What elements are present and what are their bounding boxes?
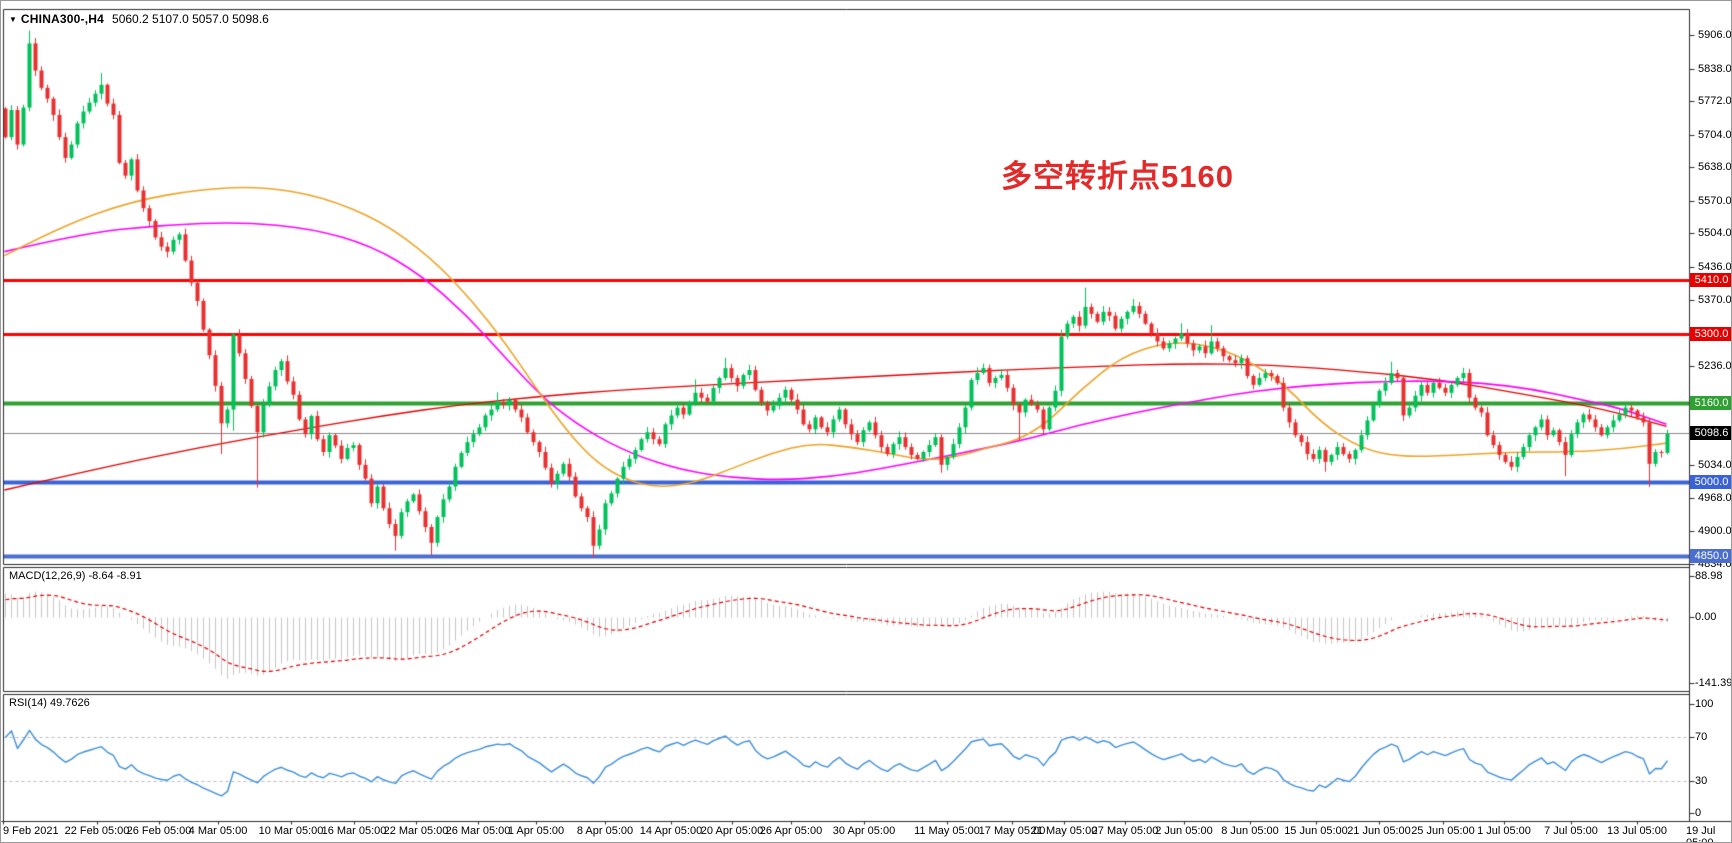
price-tick-label: 5370.0: [1698, 293, 1732, 306]
macd-values: -8.64 -8.91: [88, 570, 142, 582]
time-tick-label: 20 Apr 05:00: [700, 825, 764, 837]
chevron-down-icon[interactable]: ▼: [9, 15, 17, 24]
symbol-name: CHINA300-,H4: [20, 12, 105, 26]
time-tick-label: 26 Feb 05:00: [126, 825, 192, 837]
time-tick-label: 21 May 05:00: [1030, 825, 1098, 837]
indicator-tick-label: 0.00: [1695, 611, 1717, 623]
price-tick-label: 5436.0: [1698, 260, 1732, 273]
time-tick-label: 7 Jul 05:00: [1544, 825, 1598, 837]
time-tick-label: 17 May 05:00: [978, 825, 1046, 837]
indicator-tick-label: 0: [1695, 807, 1702, 819]
time-tick-label: 27 May 05:00: [1091, 825, 1159, 837]
price-tick-label: 5906.0: [1698, 29, 1732, 41]
rsi-indicator-label: RSI(14) 49.7626: [9, 697, 90, 709]
price-tick-label: 5772.0: [1698, 95, 1732, 108]
time-tick-label: 26 Mar 05:00: [445, 825, 511, 837]
price-tick-label: 5236.0: [1698, 359, 1732, 372]
indicator-tick-label: -141.39: [1695, 677, 1732, 689]
price-tick-label: 5570.0: [1698, 194, 1732, 207]
time-tick-label: 1 Jul 05:00: [1477, 825, 1531, 837]
ohlc-values: 5060.2 5107.0 5057.0 5098.6: [112, 12, 269, 26]
time-tick-label: 26 Apr 05:00: [759, 825, 823, 837]
price-level-badge[interactable]: 5410.0: [1690, 272, 1731, 287]
time-tick-label: 13 Jul 05:00: [1607, 825, 1667, 837]
price-tick-label: 5034.0: [1698, 459, 1732, 472]
price-tick-label: 5504.0: [1698, 227, 1732, 240]
time-tick-label: 25 Jun 05:00: [1411, 825, 1475, 837]
time-tick-label: 19 Jul 05:00: [1686, 825, 1716, 843]
price-tick-label: 4900.0: [1698, 525, 1732, 538]
indicator-tick-label: 70: [1695, 731, 1708, 743]
macd-indicator-label: MACD(12,26,9) -8.64 -8.91: [9, 570, 142, 582]
time-tick-label: 21 Jun 05:00: [1347, 825, 1411, 837]
time-tick-label: 4 Mar 05:00: [188, 825, 248, 837]
price-level-badge[interactable]: 5160.0: [1690, 396, 1731, 411]
price-level-badge[interactable]: 5098.6: [1690, 426, 1731, 441]
time-tick-label: 14 Apr 05:00: [639, 825, 703, 837]
price-tick-label: 4968.0: [1698, 491, 1732, 504]
time-tick-label: 1 Apr 05:00: [507, 825, 565, 837]
rsi-value: 49.7626: [49, 697, 90, 709]
indicator-tick-label: 100: [1695, 698, 1714, 710]
indicator-tick-label: 88.98: [1695, 570, 1723, 582]
price-level-badge[interactable]: 5000.0: [1690, 475, 1731, 490]
time-tick-label: 11 May 05:00: [914, 825, 980, 837]
indicator-tick-label: 30: [1695, 775, 1708, 787]
time-tick-label: 8 Apr 05:00: [576, 825, 634, 837]
time-tick-label: 16 Mar 05:00: [321, 825, 387, 837]
time-tick-label: 8 Jun 05:00: [1221, 825, 1279, 837]
time-tick-label: 30 Apr 05:00: [832, 825, 896, 837]
time-tick-label: 22 Mar 05:00: [383, 825, 449, 837]
time-tick-label: 9 Feb 2021: [3, 825, 59, 837]
price-level-badge[interactable]: 5300.0: [1690, 327, 1731, 342]
chart-annotation-text[interactable]: 多空转折点5160: [1001, 159, 1234, 194]
time-tick-label: 15 Jun 05:00: [1284, 825, 1348, 837]
time-tick-label: 22 Feb 05:00: [64, 825, 130, 837]
time-tick-label: 2 Jun 05:00: [1155, 825, 1213, 837]
price-tick-label: 5838.0: [1698, 62, 1732, 75]
time-tick-label: 10 Mar 05:00: [258, 825, 324, 837]
price-tick-label: 5704.0: [1698, 128, 1732, 141]
symbol-title: ▼ CHINA300-,H4 5060.2 5107.0 5057.0 5098.6: [9, 12, 269, 26]
price-tick-label: 5638.0: [1698, 161, 1732, 174]
price-level-badge[interactable]: 4850.0: [1690, 549, 1731, 564]
